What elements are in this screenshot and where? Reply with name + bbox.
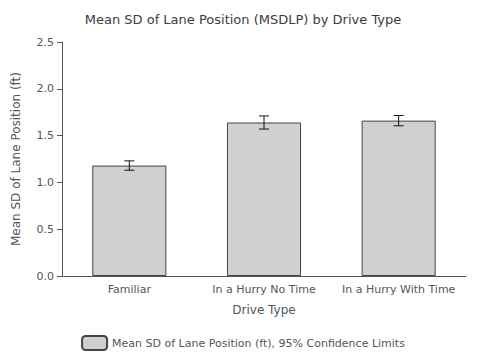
- svg-text:In a Hurry No Time: In a Hurry No Time: [212, 283, 316, 296]
- svg-text:Familiar: Familiar: [108, 283, 152, 296]
- svg-text:2.0: 2.0: [37, 82, 55, 95]
- svg-text:Mean SD of Lane Position (MSDL: Mean SD of Lane Position (MSDLP) by Driv…: [85, 12, 402, 27]
- svg-text:0.5: 0.5: [37, 223, 55, 236]
- svg-text:Drive Type: Drive Type: [232, 303, 295, 317]
- svg-text:2.5: 2.5: [37, 36, 55, 49]
- svg-text:In a Hurry With Time: In a Hurry With Time: [342, 283, 456, 296]
- svg-text:Mean SD of Lane Position (ft),: Mean SD of Lane Position (ft), 95% Confi…: [112, 337, 405, 350]
- svg-text:0.0: 0.0: [37, 270, 55, 283]
- svg-text:1.0: 1.0: [37, 176, 55, 189]
- svg-text:Mean SD of Lane Position (ft): Mean SD of Lane Position (ft): [9, 72, 23, 246]
- svg-text:1.5: 1.5: [37, 129, 55, 142]
